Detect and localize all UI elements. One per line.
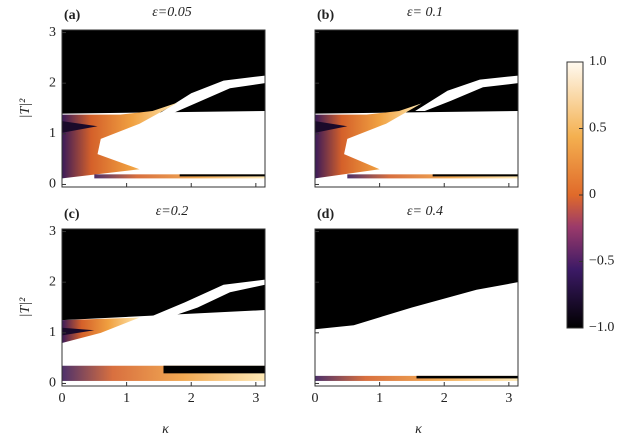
bright-band	[146, 279, 265, 319]
y-tick-label: 0	[49, 376, 56, 391]
dark-stripe	[62, 121, 98, 133]
heatmap-panel	[315, 30, 518, 187]
heatmap-panel	[62, 229, 265, 386]
x-tick-label: 3	[252, 391, 259, 406]
x-tick-label: 2	[441, 391, 448, 406]
y-tick-label: 0	[49, 177, 56, 192]
y-axis-label: |T|²	[18, 297, 33, 317]
panel-label: (a)	[64, 8, 81, 23]
low-band-core	[432, 174, 518, 177]
low-band-core	[416, 375, 518, 379]
x-tick-label: 1	[123, 391, 130, 406]
y-tick-label: 1	[49, 126, 56, 141]
x-tick-label: 0	[312, 391, 319, 406]
x-axis-label: κ	[162, 422, 169, 437]
y-tick-label: 3	[49, 224, 56, 239]
plot-frame	[61, 29, 266, 188]
panel-title: ε= 0.1	[407, 5, 443, 20]
heatmap-panel	[315, 229, 518, 386]
x-tick-label: 0	[59, 391, 66, 406]
dark-region	[62, 229, 265, 321]
bright-band	[158, 75, 265, 114]
y-tick-label: 2	[49, 75, 56, 90]
colorbar-tick-label: 1.0	[589, 54, 607, 69]
mixed-region	[315, 103, 422, 179]
y-tick-label: 1	[49, 325, 56, 340]
low-band-core	[179, 174, 265, 177]
low-band-core	[163, 365, 265, 374]
mixed-region	[62, 317, 140, 343]
dark-region	[62, 30, 265, 114]
colorbar-tick-label: 0	[589, 187, 596, 202]
panel-title: ε=0.05	[152, 5, 191, 20]
panel-title: ε= 0.4	[407, 204, 443, 219]
plot-frame	[314, 29, 519, 188]
y-tick-label: 3	[49, 25, 56, 40]
plot-frame	[61, 228, 266, 387]
y-tick-label: 2	[49, 274, 56, 289]
heatmap-panel	[62, 30, 265, 187]
colorbar-tick-label: 0.5	[589, 121, 607, 136]
panel-label: (d)	[317, 207, 334, 222]
dark-stripe	[62, 327, 95, 336]
bright-band	[502, 284, 518, 289]
bright-band	[415, 75, 518, 112]
y-axis-label: |T|²	[18, 98, 33, 118]
dark-stripe	[315, 121, 348, 133]
x-tick-label: 1	[376, 391, 383, 406]
panel-label: (b)	[317, 8, 334, 23]
panel-title: ε=0.2	[156, 204, 188, 219]
colorbar-tick-label: −0.5	[589, 254, 614, 269]
dark-region	[315, 229, 518, 330]
colorbar-tick-label: −1.0	[589, 320, 614, 335]
x-axis-label: κ	[415, 422, 422, 437]
dark-region	[315, 30, 518, 114]
x-tick-label: 2	[188, 391, 195, 406]
plot-frame	[314, 228, 519, 387]
panel-label: (c)	[64, 207, 80, 222]
x-tick-label: 3	[505, 391, 512, 406]
mixed-region	[62, 102, 179, 179]
